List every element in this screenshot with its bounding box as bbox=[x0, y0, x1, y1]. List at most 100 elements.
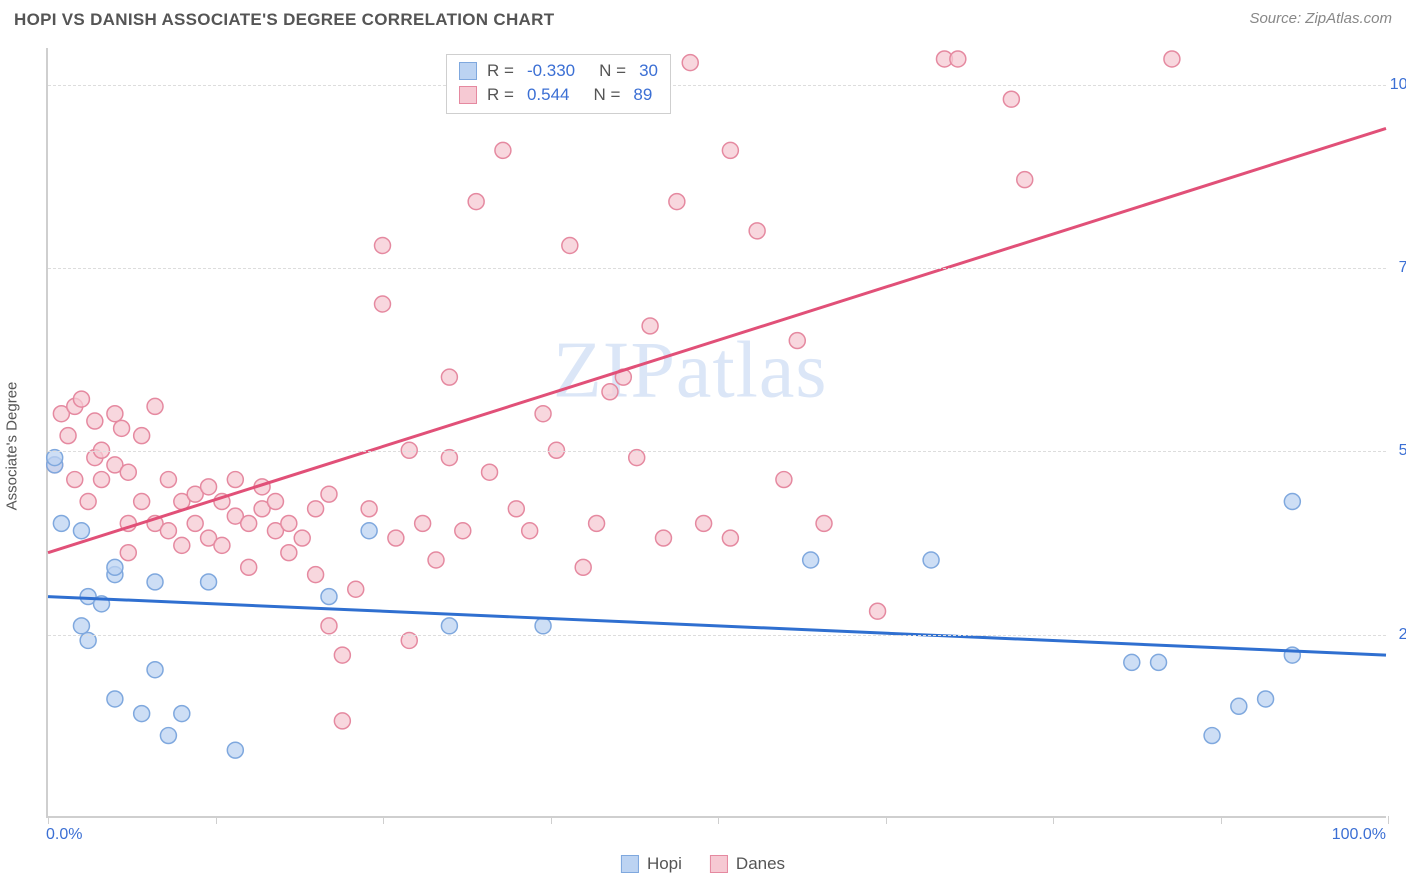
chart-title: HOPI VS DANISH ASSOCIATE'S DEGREE CORREL… bbox=[14, 10, 554, 29]
data-point bbox=[107, 559, 123, 575]
data-point bbox=[73, 618, 89, 634]
legend-item-hopi: Hopi bbox=[621, 854, 682, 874]
data-point bbox=[816, 515, 832, 531]
data-point bbox=[120, 545, 136, 561]
legend-row-hopi: R = -0.330 N = 30 bbox=[459, 59, 658, 83]
data-point bbox=[308, 501, 324, 517]
data-point bbox=[696, 515, 712, 531]
data-point bbox=[375, 238, 391, 254]
data-point bbox=[53, 515, 69, 531]
gridline bbox=[48, 85, 1386, 86]
data-point bbox=[803, 552, 819, 568]
data-point bbox=[776, 472, 792, 488]
data-point bbox=[602, 384, 618, 400]
data-point bbox=[589, 515, 605, 531]
data-point bbox=[147, 398, 163, 414]
data-point bbox=[241, 559, 257, 575]
x-tick bbox=[886, 816, 887, 824]
x-tick bbox=[1388, 816, 1389, 824]
data-point bbox=[522, 523, 538, 539]
data-point bbox=[308, 567, 324, 583]
trend-line bbox=[48, 128, 1386, 552]
data-point bbox=[1164, 51, 1180, 67]
data-point bbox=[107, 406, 123, 422]
data-point bbox=[1284, 494, 1300, 510]
data-point bbox=[682, 55, 698, 71]
data-point bbox=[87, 413, 103, 429]
data-point bbox=[1231, 698, 1247, 714]
data-point bbox=[441, 618, 457, 634]
n-value-danes: 89 bbox=[633, 83, 652, 107]
data-point bbox=[281, 515, 297, 531]
data-point bbox=[134, 494, 150, 510]
data-point bbox=[294, 530, 310, 546]
data-point bbox=[174, 537, 190, 553]
data-point bbox=[281, 545, 297, 561]
r-label: R = bbox=[487, 59, 514, 83]
data-point bbox=[722, 142, 738, 158]
data-point bbox=[1258, 691, 1274, 707]
data-point bbox=[548, 442, 564, 458]
gridline bbox=[48, 268, 1386, 269]
x-min-label: 0.0% bbox=[46, 826, 82, 844]
data-point bbox=[1017, 172, 1033, 188]
swatch-hopi bbox=[459, 62, 477, 80]
data-point bbox=[227, 472, 243, 488]
data-point bbox=[722, 530, 738, 546]
data-point bbox=[1003, 91, 1019, 107]
legend-item-danes: Danes bbox=[710, 854, 785, 874]
data-point bbox=[441, 369, 457, 385]
data-point bbox=[201, 479, 217, 495]
data-point bbox=[749, 223, 765, 239]
swatch-danes bbox=[459, 86, 477, 104]
data-point bbox=[80, 494, 96, 510]
n-value-hopi: 30 bbox=[639, 59, 658, 83]
data-point bbox=[535, 618, 551, 634]
x-max-label: 100.0% bbox=[1332, 826, 1386, 844]
r-value-danes: 0.544 bbox=[527, 83, 570, 107]
ytick-label: 100.0% bbox=[1390, 76, 1406, 94]
data-point bbox=[73, 391, 89, 407]
data-point bbox=[334, 647, 350, 663]
data-point bbox=[73, 523, 89, 539]
data-point bbox=[950, 51, 966, 67]
data-point bbox=[870, 603, 886, 619]
data-point bbox=[388, 530, 404, 546]
gridline bbox=[48, 635, 1386, 636]
data-point bbox=[1124, 654, 1140, 670]
data-point bbox=[321, 486, 337, 502]
data-point bbox=[482, 464, 498, 480]
data-point bbox=[428, 552, 444, 568]
data-point bbox=[361, 523, 377, 539]
data-point bbox=[1204, 728, 1220, 744]
x-tick bbox=[1221, 816, 1222, 824]
data-point bbox=[160, 523, 176, 539]
ytick-label: 50.0% bbox=[1399, 442, 1406, 460]
data-point bbox=[60, 428, 76, 444]
data-point bbox=[134, 706, 150, 722]
series-legend: Hopi Danes bbox=[621, 854, 785, 874]
r-value-hopi: -0.330 bbox=[527, 59, 575, 83]
data-point bbox=[923, 552, 939, 568]
data-point bbox=[134, 428, 150, 444]
data-point bbox=[575, 559, 591, 575]
data-point bbox=[160, 728, 176, 744]
ytick-label: 75.0% bbox=[1399, 259, 1406, 277]
data-point bbox=[508, 501, 524, 517]
data-point bbox=[160, 472, 176, 488]
r-label: R = bbox=[487, 83, 514, 107]
data-point bbox=[201, 574, 217, 590]
data-point bbox=[348, 581, 364, 597]
data-point bbox=[455, 523, 471, 539]
gridline bbox=[48, 451, 1386, 452]
n-label: N = bbox=[593, 83, 620, 107]
n-label: N = bbox=[599, 59, 626, 83]
source-label: Source: ZipAtlas.com bbox=[1249, 10, 1392, 27]
x-tick bbox=[551, 816, 552, 824]
data-point bbox=[107, 691, 123, 707]
data-point bbox=[67, 472, 83, 488]
x-tick bbox=[216, 816, 217, 824]
data-point bbox=[120, 464, 136, 480]
data-point bbox=[1151, 654, 1167, 670]
data-point bbox=[267, 494, 283, 510]
